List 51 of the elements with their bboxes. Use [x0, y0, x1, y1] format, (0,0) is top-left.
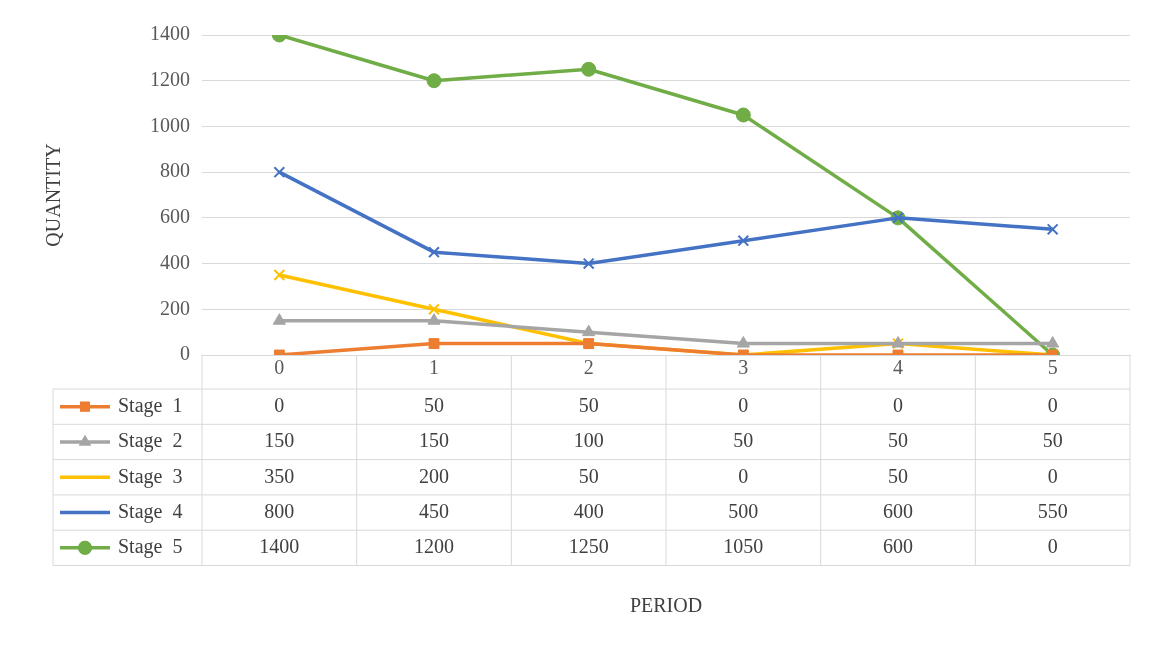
data-label: 550 — [1037, 499, 1068, 522]
data-label: 600 — [883, 499, 913, 522]
data-label: 0 — [1047, 393, 1058, 416]
data-label: 0 — [893, 393, 903, 416]
y-tick-label: 200 — [160, 296, 190, 319]
legend-label: Stage 1 — [118, 393, 183, 417]
x-tick-label: 4 — [893, 356, 903, 379]
data-label: 1050 — [723, 535, 764, 558]
legend-label: Stage 3 — [118, 464, 183, 488]
data-label: 0 — [738, 393, 749, 416]
data-label: 1200 — [414, 535, 454, 558]
data-label: 50 — [1042, 429, 1063, 452]
data-label: 0 — [1047, 535, 1058, 558]
data-label: 150 — [264, 429, 295, 452]
y-tick-label: 1400 — [150, 22, 190, 45]
data-label: 50 — [578, 393, 599, 416]
data-label: 0 — [274, 393, 285, 416]
legend-label: Stage 4 — [118, 499, 183, 523]
x-tick-label: 0 — [274, 356, 285, 379]
data-label: 1400 — [259, 535, 300, 558]
x-tick-label: 3 — [738, 356, 749, 379]
y-tick-label: 600 — [160, 205, 190, 228]
y-tick-label: 400 — [160, 250, 190, 273]
data-label: 400 — [573, 499, 604, 522]
data-label: 200 — [419, 464, 449, 487]
data-label: 0 — [738, 464, 749, 487]
data-label: 50 — [733, 429, 754, 452]
x-tick-label: 1 — [429, 356, 439, 379]
data-label: 600 — [883, 535, 913, 558]
y-axis-title: QUANTITY — [42, 143, 65, 247]
data-label: 450 — [419, 499, 449, 522]
y-tick-label: 800 — [160, 159, 190, 182]
legend-label: Stage 2 — [118, 429, 183, 453]
y-tick-label: 1200 — [150, 67, 190, 90]
data-label: 50 — [578, 464, 599, 487]
x-tick-label: 2 — [583, 356, 594, 379]
data-label: 150 — [419, 429, 449, 452]
data-label: 50 — [888, 464, 908, 487]
data-label: 1250 — [568, 535, 609, 558]
legend-label: Stage 5 — [118, 535, 183, 559]
data-label: 0 — [1047, 464, 1058, 487]
data-label: 50 — [888, 429, 908, 452]
data-label: 500 — [728, 499, 759, 522]
x-tick-label: 5 — [1047, 356, 1058, 379]
data-label: 350 — [264, 464, 295, 487]
y-tick-label: 0 — [180, 342, 190, 365]
y-tick-label: 1000 — [150, 113, 190, 136]
data-label: 50 — [424, 393, 444, 416]
data-label: 800 — [264, 499, 295, 522]
data-label: 100 — [573, 429, 604, 452]
text: PERIOD — [629, 593, 703, 616]
